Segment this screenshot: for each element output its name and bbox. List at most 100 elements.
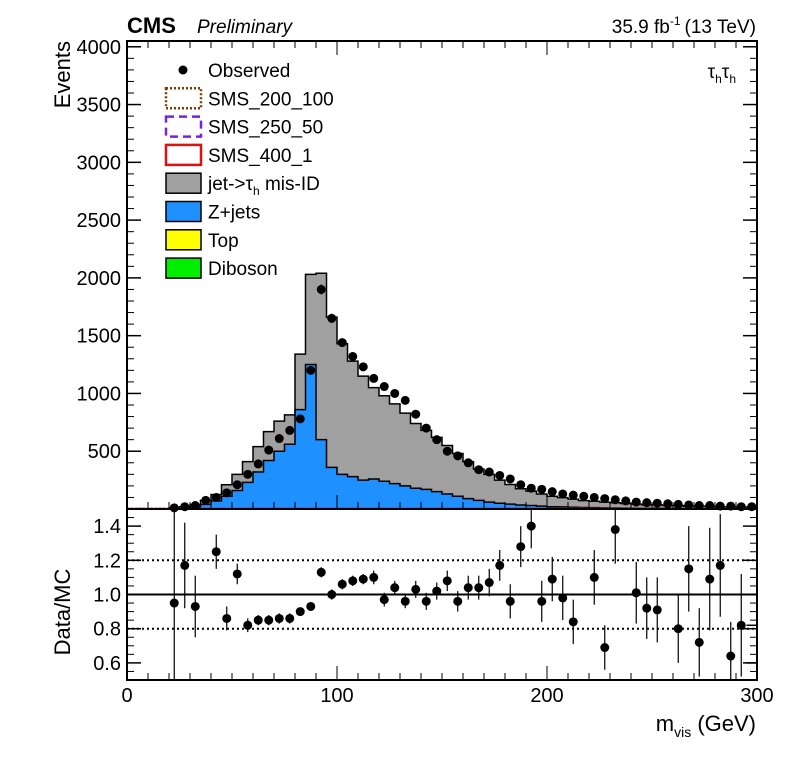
- misid-bar: [306, 274, 317, 364]
- legend-label-main: Diboson: [208, 259, 278, 280]
- top-y-tick-label: 3000: [77, 152, 122, 174]
- top-y-tick-label: 1500: [77, 326, 122, 348]
- x-axis-label-unit: (GeV): [691, 711, 756, 736]
- legend-label: Z+jets: [208, 203, 260, 224]
- observed-point: [453, 451, 462, 460]
- legend-label: Observed: [208, 61, 290, 82]
- observed-point: [359, 362, 368, 371]
- observed-point: [254, 459, 263, 468]
- ratio-point: [600, 643, 609, 652]
- observed-point: [390, 389, 399, 398]
- top-y-tick-label: 2000: [77, 268, 122, 290]
- ratio-point: [558, 593, 567, 602]
- ratio-point: [569, 617, 578, 626]
- misid-bar: [579, 501, 590, 508]
- ratio-y-tick-label: 0.6: [93, 653, 121, 675]
- misid-bar: [411, 423, 422, 488]
- observed-point: [338, 338, 347, 347]
- cms-label: CMS: [127, 13, 176, 38]
- preliminary-label: Preliminary: [197, 17, 294, 38]
- zjets-bar: [274, 451, 285, 509]
- zjets-bar: [285, 444, 296, 509]
- legend-label-main: Top: [208, 231, 239, 252]
- observed-point: [369, 374, 378, 383]
- misid-bar: [421, 430, 432, 489]
- top-y-tick-label: 3500: [77, 95, 122, 117]
- ratio-point: [380, 595, 389, 604]
- ratio-point: [474, 583, 483, 592]
- legend-swatch: [166, 230, 201, 250]
- observed-point: [275, 434, 284, 443]
- zjets-bar: [327, 467, 338, 509]
- ratio-reference-lines: [127, 560, 757, 628]
- legend-entry: SMS_200_100: [166, 88, 334, 110]
- observed-point: [653, 499, 662, 508]
- zjets-bar: [442, 494, 453, 509]
- ratio-point: [191, 602, 200, 611]
- ratio-point: [642, 604, 651, 613]
- legend-label-main: jet->τ: [207, 174, 253, 195]
- zjets-bar: [400, 486, 411, 509]
- observed-point: [464, 458, 473, 467]
- ratio-point: [275, 614, 284, 623]
- ratio-point: [348, 576, 357, 585]
- misid-bar: [400, 413, 411, 486]
- observed-point: [569, 491, 578, 500]
- lumi-energy: (13 TeV): [685, 17, 756, 38]
- observed-point: [306, 366, 315, 375]
- ratio-point: [212, 547, 221, 556]
- observed-point: [296, 414, 305, 423]
- zjets-bar: [432, 492, 443, 509]
- ratio-point: [516, 542, 525, 551]
- observed-point: [495, 471, 504, 480]
- misid-bar: [547, 496, 558, 506]
- ratio-point: [243, 621, 252, 630]
- top-stack: [127, 273, 757, 509]
- ratio-point: [674, 624, 683, 633]
- lumi-label: 35.9 fb-1(13 TeV): [612, 14, 756, 38]
- channel-sub1: h: [715, 72, 722, 86]
- legend-entry: Z+jets: [166, 202, 260, 224]
- observed-point: [600, 494, 609, 503]
- legend-label-main: SMS_250_50: [208, 118, 323, 139]
- zjets-bar: [306, 365, 317, 509]
- misid-bar: [558, 498, 569, 507]
- ratio-point: [359, 575, 368, 584]
- legend-entry: SMS_250_50: [166, 117, 323, 139]
- top-y-axis-label: Events: [50, 41, 75, 108]
- legend-swatch: [166, 117, 201, 137]
- top-y-tick-label: 2500: [77, 210, 122, 232]
- observed-point: [327, 314, 336, 323]
- observed-point: [611, 495, 620, 504]
- zjets-bar: [390, 484, 401, 509]
- ratio-point: [296, 607, 305, 616]
- misid-bar: [526, 491, 537, 505]
- ratio-point: [411, 585, 420, 594]
- ratio-point: [495, 561, 504, 570]
- ratio-y-tick-label: 1.2: [93, 550, 121, 572]
- legend-swatch: [166, 88, 201, 108]
- zjets-bar: [222, 496, 233, 509]
- legend: ObservedSMS_200_100SMS_250_50SMS_400_1je…: [166, 61, 334, 280]
- observed-point: [380, 382, 389, 391]
- legend-label: Diboson: [208, 259, 278, 280]
- misid-bar: [348, 361, 359, 477]
- x-tick-label: 200: [530, 685, 563, 707]
- x-tick-label: 0: [121, 685, 132, 707]
- ratio-point: [233, 569, 242, 578]
- observed-point: [548, 487, 557, 496]
- observed-point: [527, 484, 536, 493]
- zjets-bar: [463, 499, 474, 509]
- observed-point: [621, 496, 630, 505]
- legend-label: Top: [208, 231, 239, 252]
- observed-point: [558, 489, 567, 498]
- ratio-point: [369, 573, 378, 582]
- ratio-point: [653, 605, 662, 614]
- ratio-point: [537, 597, 546, 606]
- legend-swatch: [166, 145, 201, 165]
- zjets-bar: [337, 474, 348, 509]
- legend-swatch: [166, 173, 201, 193]
- top-y-tick-label: 500: [88, 441, 121, 463]
- observed-point: [212, 493, 221, 502]
